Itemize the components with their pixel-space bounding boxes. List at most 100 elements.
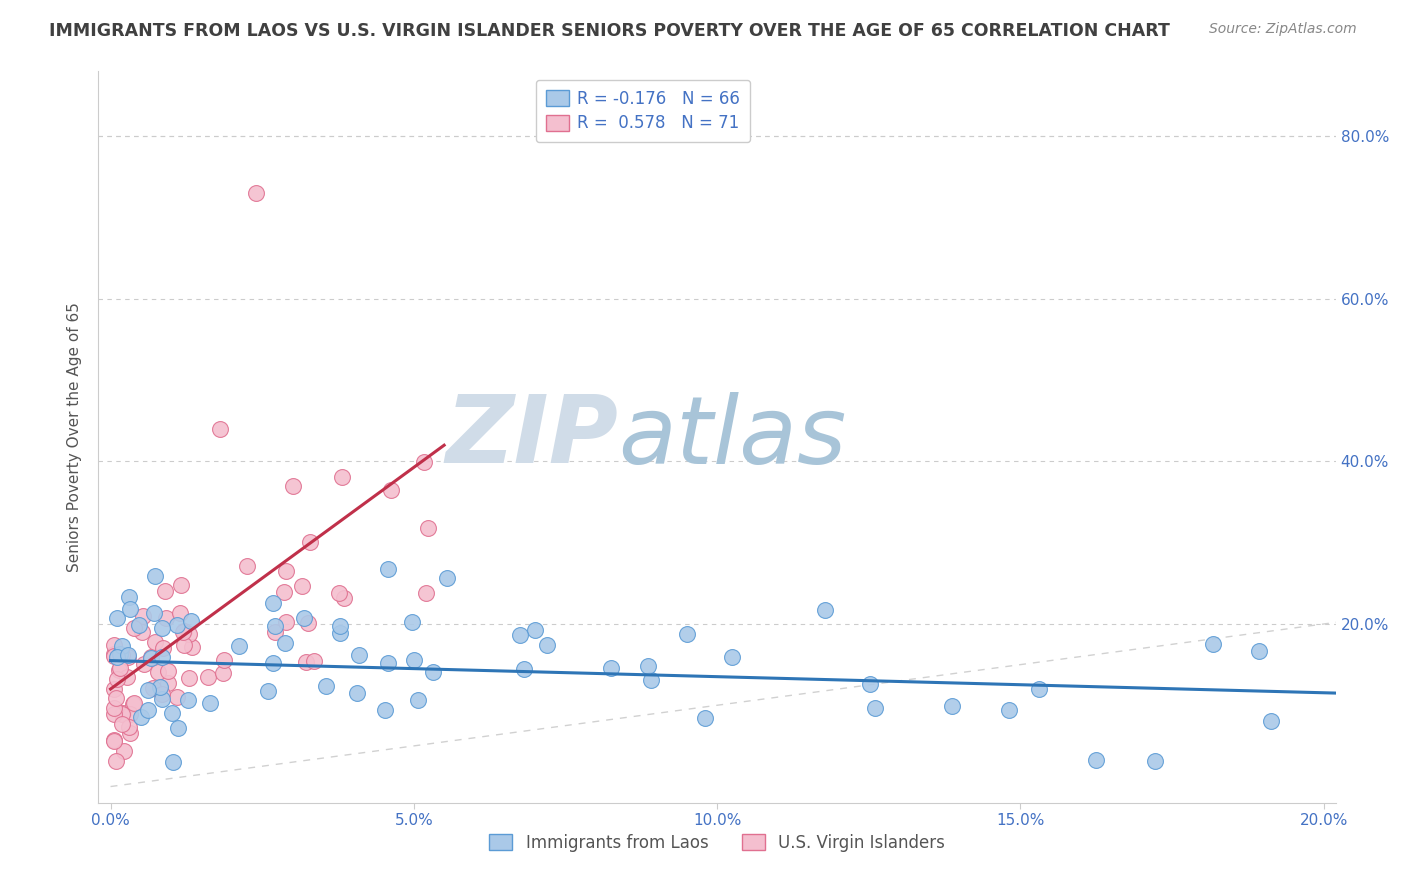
Point [173, 638, 195, 652]
Point [315, 679, 337, 693]
Point [118, 706, 141, 721]
Point [173, 625, 195, 640]
Point [412, 455, 434, 469]
Point [131, 608, 153, 623]
Point [105, 611, 128, 625]
Point [166, 618, 188, 632]
Point [103, 734, 125, 748]
Point [166, 690, 188, 704]
Point [330, 470, 353, 484]
Point [281, 479, 304, 493]
Point [401, 615, 423, 629]
Point [212, 653, 235, 667]
Point [105, 650, 128, 665]
Point [998, 703, 1021, 717]
Point [128, 618, 150, 632]
Point [509, 628, 531, 642]
Point [141, 651, 163, 665]
Point [166, 721, 188, 735]
Point [157, 676, 180, 690]
Point [693, 711, 716, 725]
Point [332, 591, 354, 605]
Point [377, 562, 399, 576]
Point [374, 703, 396, 717]
Point [294, 655, 316, 669]
Point [143, 635, 166, 649]
Text: IMMIGRANTS FROM LAOS VS U.S. VIRGIN ISLANDER SENIORS POVERTY OVER THE AGE OF 65 : IMMIGRANTS FROM LAOS VS U.S. VIRGIN ISLA… [49, 22, 1170, 40]
Point [346, 685, 368, 699]
Point [422, 665, 444, 680]
Point [328, 586, 350, 600]
Point [1202, 638, 1225, 652]
Point [124, 696, 146, 710]
Point [1247, 644, 1270, 658]
Point [859, 676, 882, 690]
Point [1028, 682, 1050, 697]
Point [136, 702, 159, 716]
Point [200, 696, 222, 710]
Text: atlas: atlas [619, 392, 846, 483]
Point [152, 640, 174, 655]
Point [406, 693, 429, 707]
Point [131, 624, 153, 639]
Point [118, 721, 141, 735]
Point [111, 706, 134, 720]
Point [111, 648, 134, 662]
Y-axis label: Seniors Poverty Over the Age of 65: Seniors Poverty Over the Age of 65 [67, 302, 83, 572]
Point [150, 621, 173, 635]
Point [721, 649, 744, 664]
Point [110, 647, 132, 661]
Point [349, 648, 371, 662]
Point [257, 684, 280, 698]
Point [162, 755, 184, 769]
Point [105, 754, 128, 768]
Point [302, 654, 325, 668]
Point [103, 707, 125, 722]
Point [176, 693, 198, 707]
Point [245, 186, 267, 201]
Point [105, 672, 128, 686]
Point [236, 558, 259, 573]
Point [117, 648, 139, 662]
Point [524, 623, 547, 637]
Point [103, 732, 125, 747]
Point [273, 636, 295, 650]
Point [139, 650, 162, 665]
Point [180, 614, 202, 628]
Point [121, 697, 143, 711]
Point [380, 483, 402, 497]
Point [262, 656, 284, 670]
Point [118, 602, 141, 616]
Point [173, 624, 195, 639]
Point [148, 665, 170, 679]
Point [298, 535, 321, 549]
Point [416, 520, 439, 534]
Point [436, 571, 458, 585]
Point [143, 569, 166, 583]
Point [169, 606, 191, 620]
Point [160, 706, 183, 720]
Point [297, 615, 319, 630]
Point [262, 596, 284, 610]
Point [122, 621, 145, 635]
Point [115, 670, 138, 684]
Point [108, 661, 131, 675]
Point [329, 619, 352, 633]
Point [143, 606, 166, 620]
Point [103, 638, 125, 652]
Point [112, 744, 135, 758]
Point [512, 662, 534, 676]
Point [111, 706, 134, 721]
Text: Source: ZipAtlas.com: Source: ZipAtlas.com [1209, 22, 1357, 37]
Point [105, 690, 128, 705]
Point [153, 584, 176, 599]
Point [170, 578, 193, 592]
Point [136, 683, 159, 698]
Point [1260, 714, 1282, 728]
Point [157, 665, 180, 679]
Point [110, 717, 132, 731]
Point [142, 681, 165, 695]
Point [150, 650, 173, 665]
Point [941, 699, 963, 714]
Point [377, 657, 399, 671]
